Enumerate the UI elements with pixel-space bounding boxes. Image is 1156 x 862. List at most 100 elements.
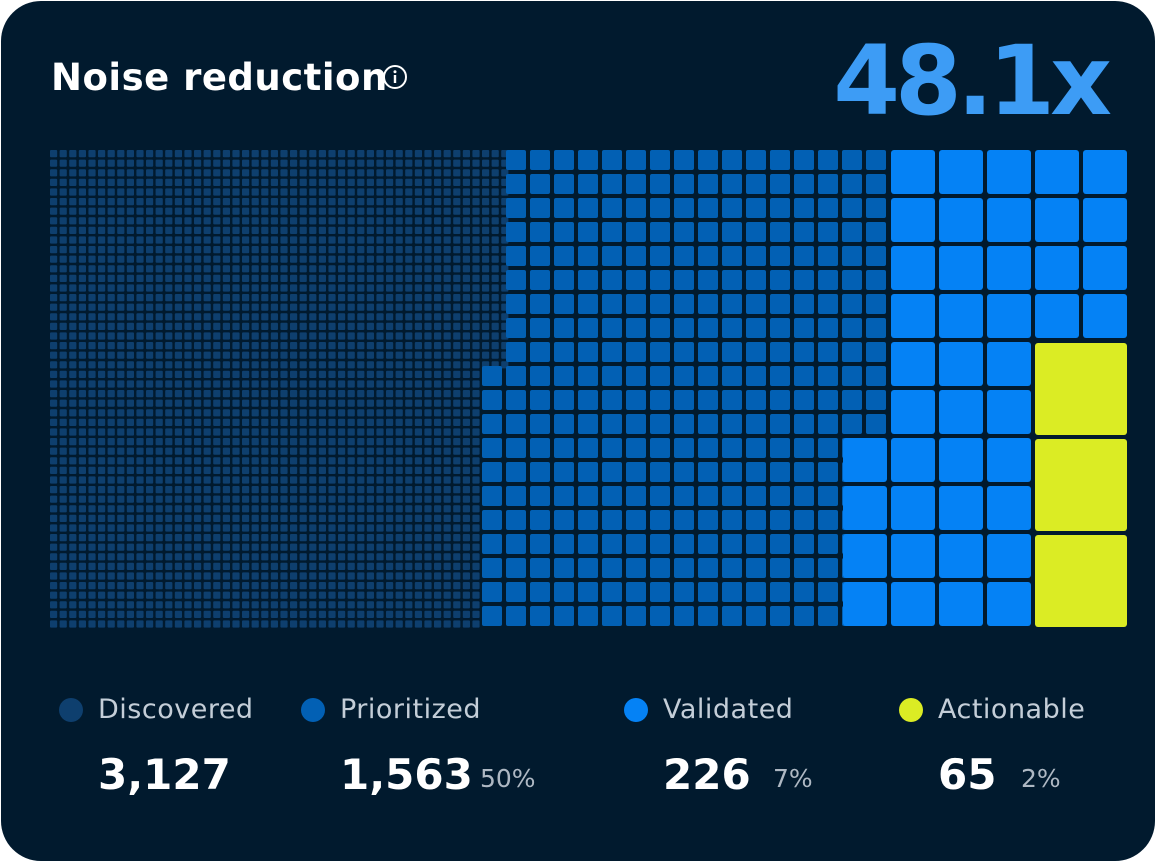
waffle-cell-discovered [434,236,442,244]
waffle-cell-discovered [386,457,394,465]
waffle-cell-discovered [386,399,394,407]
waffle-cell-discovered [222,313,230,321]
waffle-cell-discovered [405,370,413,378]
waffle-cell-discovered [232,553,240,561]
waffle-cell-discovered [78,610,86,618]
info-icon[interactable] [382,64,408,90]
waffle-cell-discovered [309,380,317,388]
waffle-cell-discovered [357,351,365,359]
waffle-cell-discovered [242,466,250,474]
waffle-cell-discovered [386,438,394,446]
waffle-cell-discovered [395,514,403,522]
waffle-cell-discovered [318,207,326,215]
waffle-cell-discovered [78,591,86,599]
waffle-cell-discovered [366,534,374,542]
waffle-cell-discovered [357,610,365,618]
waffle-cell-discovered [174,361,182,369]
waffle-cell-discovered [174,178,182,186]
waffle-cell-discovered [366,246,374,254]
waffle-cell-discovered [242,159,250,167]
waffle-cell-prioritized [722,510,742,530]
waffle-cell-prioritized [554,342,574,362]
waffle-cell-discovered [309,226,317,234]
waffle-cell-discovered [280,178,288,186]
waffle-cell-discovered [232,620,240,628]
waffle-cell-discovered [395,217,403,225]
waffle-cell-discovered [290,582,298,590]
waffle-cell-discovered [395,610,403,618]
waffle-cell-discovered [213,524,221,532]
waffle-cell-discovered [347,620,355,628]
waffle-cell-prioritized [506,438,526,458]
waffle-cell-discovered [462,370,470,378]
waffle-cell-discovered [424,169,432,177]
waffle-cell-discovered [491,332,499,340]
waffle-cell-discovered [482,332,490,340]
waffle-cell-validated [939,582,983,626]
waffle-cell-discovered [299,313,307,321]
waffle-cell-discovered [357,553,365,561]
waffle-cell-discovered [117,236,125,244]
waffle-cell-discovered [482,178,490,186]
waffle-cell-discovered [299,399,307,407]
waffle-cell-discovered [309,198,317,206]
waffle-cell-discovered [136,284,144,292]
waffle-cell-discovered [242,476,250,484]
waffle-cell-discovered [59,447,67,455]
waffle-cell-discovered [328,457,336,465]
waffle-cell-discovered [136,380,144,388]
waffle-cell-discovered [462,303,470,311]
waffle-cell-prioritized [602,486,622,506]
waffle-cell-discovered [357,562,365,570]
waffle-cell-discovered [347,274,355,282]
waffle-cell-discovered [174,572,182,580]
waffle-cell-discovered [69,582,77,590]
waffle-cell-discovered [366,447,374,455]
waffle-cell-discovered [462,409,470,417]
legend-count-validated: 226 [663,750,751,799]
legend-dot-discovered [59,698,83,722]
legend-dot-prioritized [301,698,325,722]
waffle-cell-discovered [424,514,432,522]
waffle-cell-discovered [69,572,77,580]
waffle-cell-discovered [165,370,173,378]
waffle-cell-validated [1083,198,1127,242]
waffle-cell-discovered [405,226,413,234]
waffle-cell-discovered [462,534,470,542]
waffle-cell-discovered [59,322,67,330]
waffle-cell-discovered [280,553,288,561]
waffle-cell-discovered [165,390,173,398]
waffle-cell-prioritized [482,390,502,410]
waffle-cell-discovered [232,390,240,398]
waffle-cell-discovered [88,476,96,484]
waffle-cell-validated [843,486,887,530]
waffle-cell-discovered [357,534,365,542]
waffle-cell-discovered [155,620,163,628]
waffle-cell-discovered [69,438,77,446]
waffle-cell-discovered [280,236,288,244]
waffle-cell-discovered [453,207,461,215]
waffle-cell-discovered [50,150,58,158]
waffle-cell-discovered [270,620,278,628]
waffle-cell-discovered [386,370,394,378]
waffle-cell-discovered [290,553,298,561]
waffle-cell-discovered [107,428,115,436]
waffle-cell-prioritized [722,462,742,482]
waffle-cell-discovered [232,150,240,158]
waffle-cell-discovered [395,322,403,330]
waffle-cell-discovered [203,505,211,513]
waffle-cell-discovered [270,274,278,282]
waffle-cell-discovered [146,601,154,609]
waffle-cell-discovered [194,601,202,609]
waffle-cell-discovered [50,159,58,167]
waffle-cell-discovered [78,418,86,426]
waffle-cell-discovered [69,198,77,206]
waffle-cell-discovered [155,562,163,570]
waffle-cell-discovered [78,514,86,522]
waffle-cell-discovered [299,534,307,542]
waffle-cell-discovered [453,217,461,225]
waffle-cell-validated [987,582,1031,626]
waffle-cell-discovered [107,466,115,474]
waffle-cell-discovered [434,332,442,340]
waffle-cell-discovered [242,226,250,234]
